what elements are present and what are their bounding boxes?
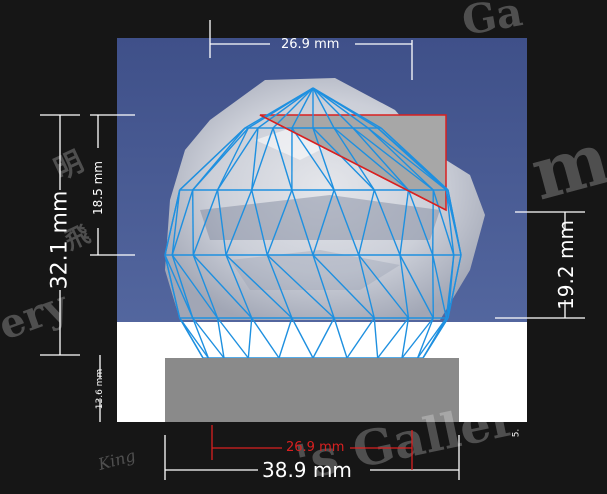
right-height-label: 19.2 mm xyxy=(554,220,578,310)
dimension-lines xyxy=(40,20,585,480)
right-small-label: 5. xyxy=(511,428,522,438)
cross-section-diagonal xyxy=(259,114,447,211)
top-width-label: 26.9 mm xyxy=(281,37,340,52)
watermark-text-bottom-small: King xyxy=(95,446,137,474)
left-upper-height-label: 18.5 mm xyxy=(91,161,105,215)
watermark-text-tl: 明 xyxy=(49,145,88,187)
gem-mesh-icon xyxy=(164,87,462,359)
left-total-height-label: 32.1 mm xyxy=(47,190,73,290)
gem-base xyxy=(165,358,459,422)
watermark-text-right: m xyxy=(522,115,607,217)
watermark-text-left: ery xyxy=(0,281,76,350)
dimension-lines-red xyxy=(211,425,413,470)
bottom-inner-width-label: 26.9 mm xyxy=(286,440,345,455)
bottom-outer-width-label: 38.9 mm xyxy=(262,458,352,482)
left-lower-height-label: 13.6 mm xyxy=(95,368,105,410)
